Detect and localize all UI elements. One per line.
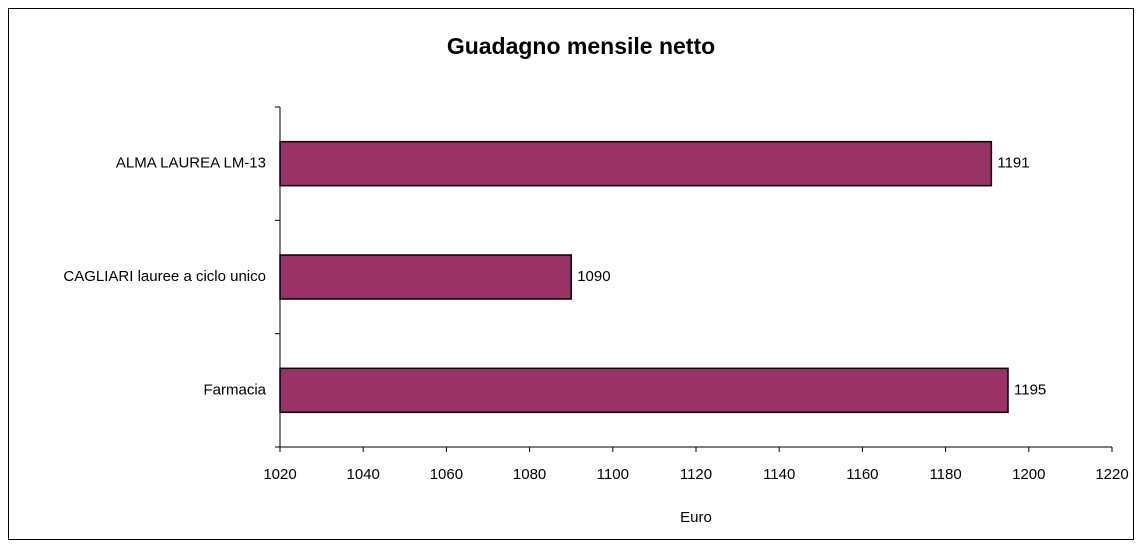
y-tick-label: Farmacia [203,381,266,398]
x-tick-label: 1220 [1095,466,1128,483]
y-tick-label: ALMA LAUREA LM-13 [116,155,266,172]
data-label: 1191 [997,155,1029,172]
bar [279,367,1009,414]
x-tick-label: 1140 [763,466,795,483]
y-tick-label: CAGLIARI lauree a ciclo unico [63,268,266,285]
data-label: 1090 [577,268,610,285]
x-tick-label: 1160 [846,466,878,483]
chart-title: Guadagno mensile netto [447,33,715,59]
x-tick-label: 1100 [597,466,629,483]
x-tick-label: 1200 [1012,466,1045,483]
bar [279,254,572,300]
x-tick-label: 1020 [263,466,296,483]
x-tick-label: 1080 [513,466,546,483]
x-tick-label: 1040 [347,466,380,483]
x-tick-label: 1180 [929,466,961,483]
bar [279,140,993,187]
x-axis-title: Euro [680,509,712,526]
x-tick-label: 1060 [430,466,463,483]
x-tick-label: 1120 [680,466,712,483]
data-label: 1195 [1014,381,1046,398]
